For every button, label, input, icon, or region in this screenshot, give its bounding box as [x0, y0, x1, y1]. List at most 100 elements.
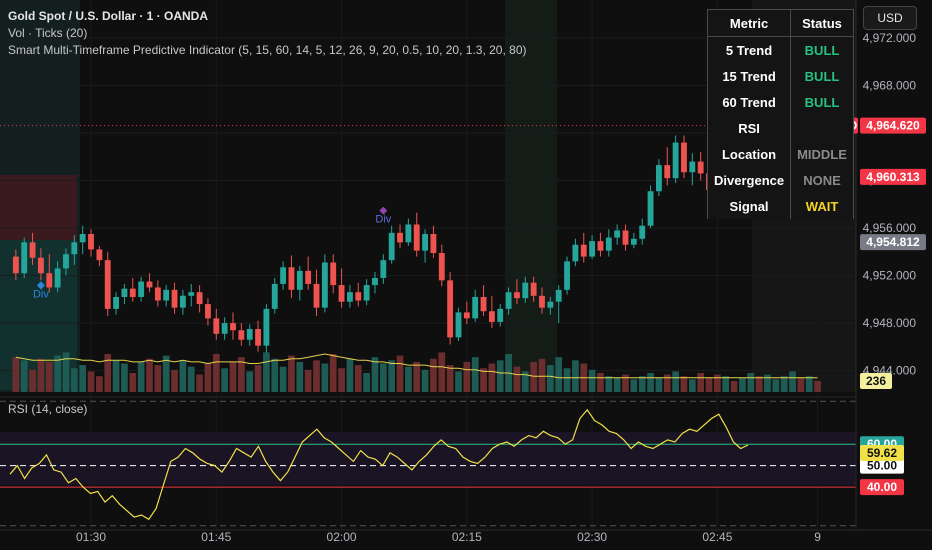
volume-bar — [789, 371, 796, 392]
volume-bar — [45, 361, 53, 392]
candle-body — [447, 280, 454, 338]
volume-bar — [730, 380, 738, 392]
candle-body — [689, 161, 696, 173]
metric-status: WAIT — [790, 193, 854, 219]
candle-body — [572, 244, 579, 262]
candle-body — [288, 267, 295, 290]
candle-body — [614, 230, 621, 238]
candle-body — [321, 262, 328, 308]
volume-bar — [363, 373, 370, 392]
volume-bar — [229, 361, 237, 392]
candle-body — [296, 270, 303, 290]
volume-bar — [588, 369, 596, 392]
volume-bar — [705, 377, 713, 392]
volume-bar — [764, 374, 771, 392]
candle-body — [597, 241, 604, 251]
session-shade-mid — [505, 0, 557, 392]
chart-title: Gold Spot / U.S. Dollar · 1 · OANDA — [8, 9, 209, 23]
volume-bar — [212, 354, 220, 392]
volume-bar — [12, 357, 20, 392]
volume-bar — [747, 373, 755, 392]
volume-bar — [104, 354, 112, 392]
volume-bar — [672, 371, 679, 392]
metric-status: NONE — [790, 167, 854, 193]
candle-body — [422, 234, 428, 251]
volume-tag-bg — [860, 373, 892, 389]
metric-name: Signal — [706, 193, 792, 219]
volume-bar — [547, 365, 554, 392]
volume-bar — [238, 357, 245, 392]
volume-bar — [697, 373, 705, 392]
volume-bar — [346, 358, 354, 392]
candle-body — [430, 234, 437, 254]
volume-bar — [388, 360, 396, 392]
volume-bar — [647, 373, 654, 392]
volume-ma-line — [15, 353, 818, 379]
candle-body — [29, 242, 36, 258]
rsi-level-tag-bg — [860, 479, 904, 496]
metric-name: 5 Trend — [706, 36, 792, 63]
volume-bar — [488, 363, 496, 392]
candle-body — [263, 308, 270, 346]
metric-name: Location — [706, 141, 792, 167]
volume-bar — [187, 366, 195, 392]
rsi-line — [9, 408, 749, 521]
volume-bar — [638, 376, 646, 392]
candle-body — [71, 242, 78, 255]
volume-bar — [739, 377, 746, 392]
candle-body — [589, 241, 596, 257]
volume-bar — [714, 374, 721, 392]
candle-body — [505, 292, 512, 309]
rsi-band-fill — [0, 432, 856, 485]
candle-body — [605, 237, 612, 251]
time-axis: 01:30 01:45 02:00 02:15 02:30 02:45 9 — [76, 530, 821, 544]
candle-body — [372, 277, 378, 286]
volume-bar — [572, 360, 579, 392]
candle-body — [88, 234, 94, 250]
volume-bar — [162, 355, 170, 392]
volume-bar — [79, 365, 87, 392]
level-tag-lower-bg — [860, 234, 926, 251]
candle-body — [488, 311, 495, 322]
volume-bar — [279, 366, 287, 392]
candle-body — [514, 292, 520, 299]
candle-body — [681, 142, 687, 173]
time-tick-label: 02:45 — [702, 530, 732, 544]
candle-body — [555, 289, 562, 302]
volume-bar — [371, 357, 379, 392]
candle-body — [113, 296, 120, 309]
status-header: Status — [790, 9, 854, 37]
volume-bar — [722, 376, 730, 392]
candle-body — [205, 304, 211, 319]
volume-bar — [688, 379, 696, 392]
metric-status — [790, 115, 854, 141]
volume-bar — [87, 371, 95, 392]
candle-body — [630, 238, 637, 245]
time-tick-label: 02:00 — [327, 530, 357, 544]
candle-body — [664, 165, 671, 179]
volume-bar — [772, 379, 780, 392]
candle-body — [580, 244, 587, 257]
candle-body — [355, 292, 362, 301]
metric-status: BULL — [790, 36, 854, 63]
volume-bar — [622, 374, 629, 392]
candle-body — [472, 296, 479, 319]
currency-button[interactable]: USD — [863, 6, 917, 30]
volume-bar — [797, 377, 805, 392]
candle-body — [104, 260, 111, 309]
volume-bar — [597, 373, 604, 392]
volume-bar — [421, 369, 429, 392]
candle-body — [539, 295, 545, 308]
volume-bar — [154, 365, 162, 392]
metric-name: 60 Trend — [706, 89, 792, 115]
volume-bar — [814, 380, 821, 392]
candle-body — [138, 281, 145, 297]
div-diamond — [379, 206, 388, 215]
candle-body — [564, 261, 570, 290]
candle-body — [655, 165, 662, 192]
volume-bar — [204, 363, 212, 392]
price-tick-label: 4,972.000 — [863, 31, 917, 45]
candle-body — [179, 295, 186, 308]
candle-body — [146, 281, 153, 288]
candle-body — [480, 296, 487, 312]
